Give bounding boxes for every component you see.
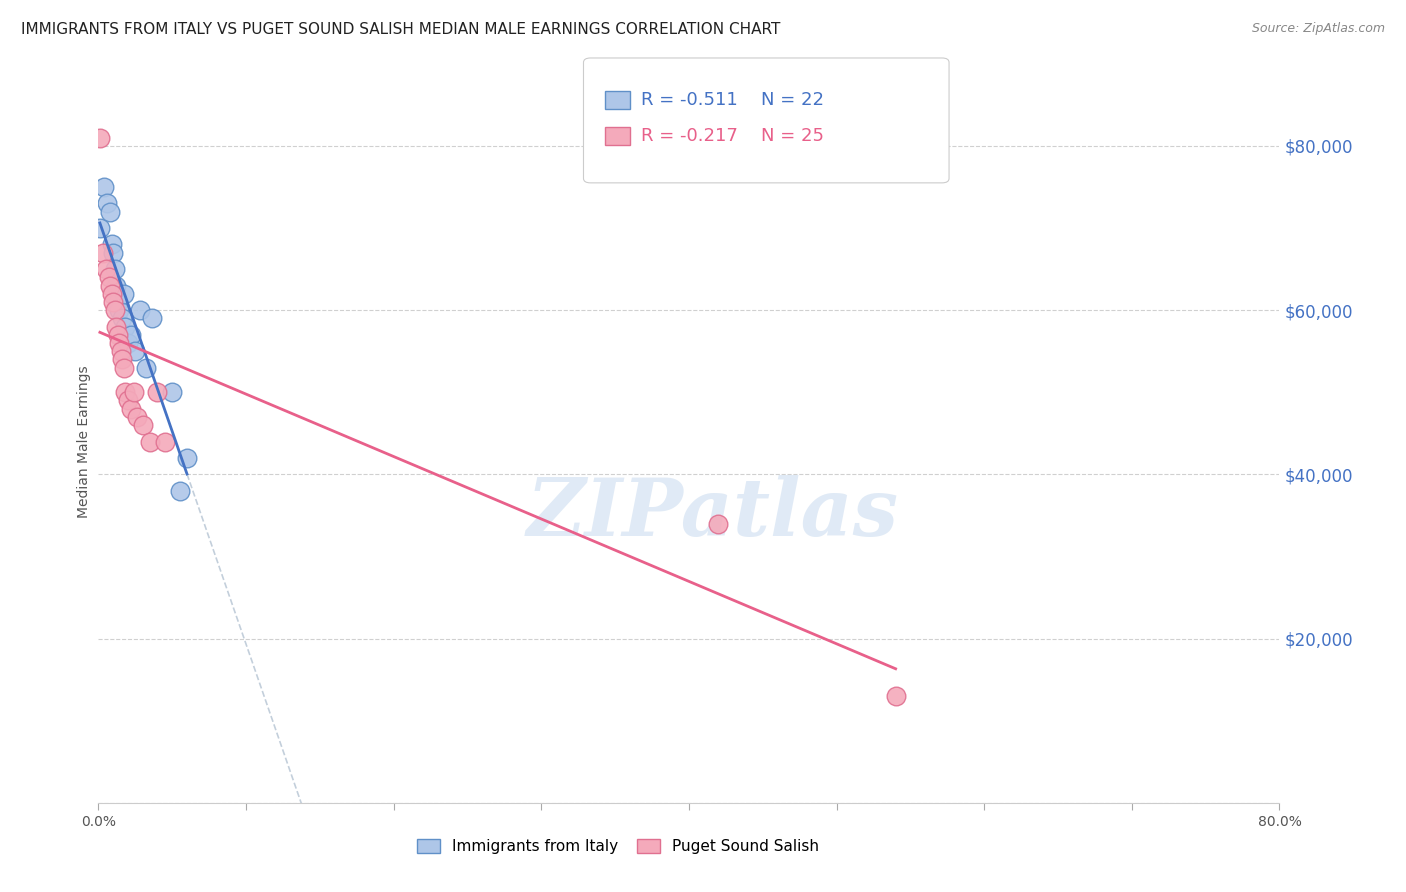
Point — [169, 483, 191, 498]
Text: R = -0.217: R = -0.217 — [641, 127, 738, 145]
Point — [122, 385, 145, 400]
Point — [105, 319, 128, 334]
Point — [93, 180, 115, 194]
Text: N = 22: N = 22 — [761, 91, 824, 109]
Legend: Immigrants from Italy, Puget Sound Salish: Immigrants from Italy, Puget Sound Salis… — [411, 833, 825, 860]
Point — [107, 327, 129, 342]
Point — [89, 221, 111, 235]
Y-axis label: Median Male Earnings: Median Male Earnings — [77, 365, 91, 518]
Text: ZIPatlas: ZIPatlas — [526, 475, 898, 552]
Point — [89, 130, 111, 145]
Point — [111, 311, 134, 326]
Point — [108, 336, 131, 351]
Point — [124, 344, 146, 359]
Point — [94, 262, 117, 277]
Point — [96, 196, 118, 211]
Point — [153, 434, 176, 449]
Text: R = -0.511: R = -0.511 — [641, 91, 738, 109]
Point — [107, 295, 129, 310]
Point — [707, 516, 730, 531]
Point — [884, 689, 907, 703]
Point — [128, 303, 150, 318]
Point — [105, 278, 128, 293]
Point — [162, 385, 183, 400]
Point — [132, 418, 155, 433]
Point — [139, 434, 162, 449]
Point — [135, 360, 157, 375]
Point — [98, 204, 121, 219]
Text: N = 25: N = 25 — [761, 127, 824, 145]
Point — [117, 336, 139, 351]
Point — [112, 360, 135, 375]
Point — [91, 245, 114, 260]
Point — [98, 278, 121, 293]
Point — [141, 311, 163, 326]
Point — [104, 303, 127, 318]
Point — [146, 385, 169, 400]
Point — [111, 352, 134, 367]
Point — [114, 385, 136, 400]
Point — [117, 393, 139, 408]
Point — [103, 245, 125, 260]
Point — [110, 344, 132, 359]
Point — [114, 319, 136, 334]
Point — [112, 286, 135, 301]
Point — [120, 401, 142, 416]
Point — [100, 237, 122, 252]
Point — [100, 286, 122, 301]
Point — [120, 327, 142, 342]
Text: Source: ZipAtlas.com: Source: ZipAtlas.com — [1251, 22, 1385, 36]
Text: IMMIGRANTS FROM ITALY VS PUGET SOUND SALISH MEDIAN MALE EARNINGS CORRELATION CHA: IMMIGRANTS FROM ITALY VS PUGET SOUND SAL… — [21, 22, 780, 37]
Point — [104, 262, 127, 277]
Point — [97, 270, 120, 285]
Point — [108, 303, 131, 318]
Point — [103, 295, 125, 310]
Point — [125, 409, 148, 424]
Point — [176, 450, 198, 465]
